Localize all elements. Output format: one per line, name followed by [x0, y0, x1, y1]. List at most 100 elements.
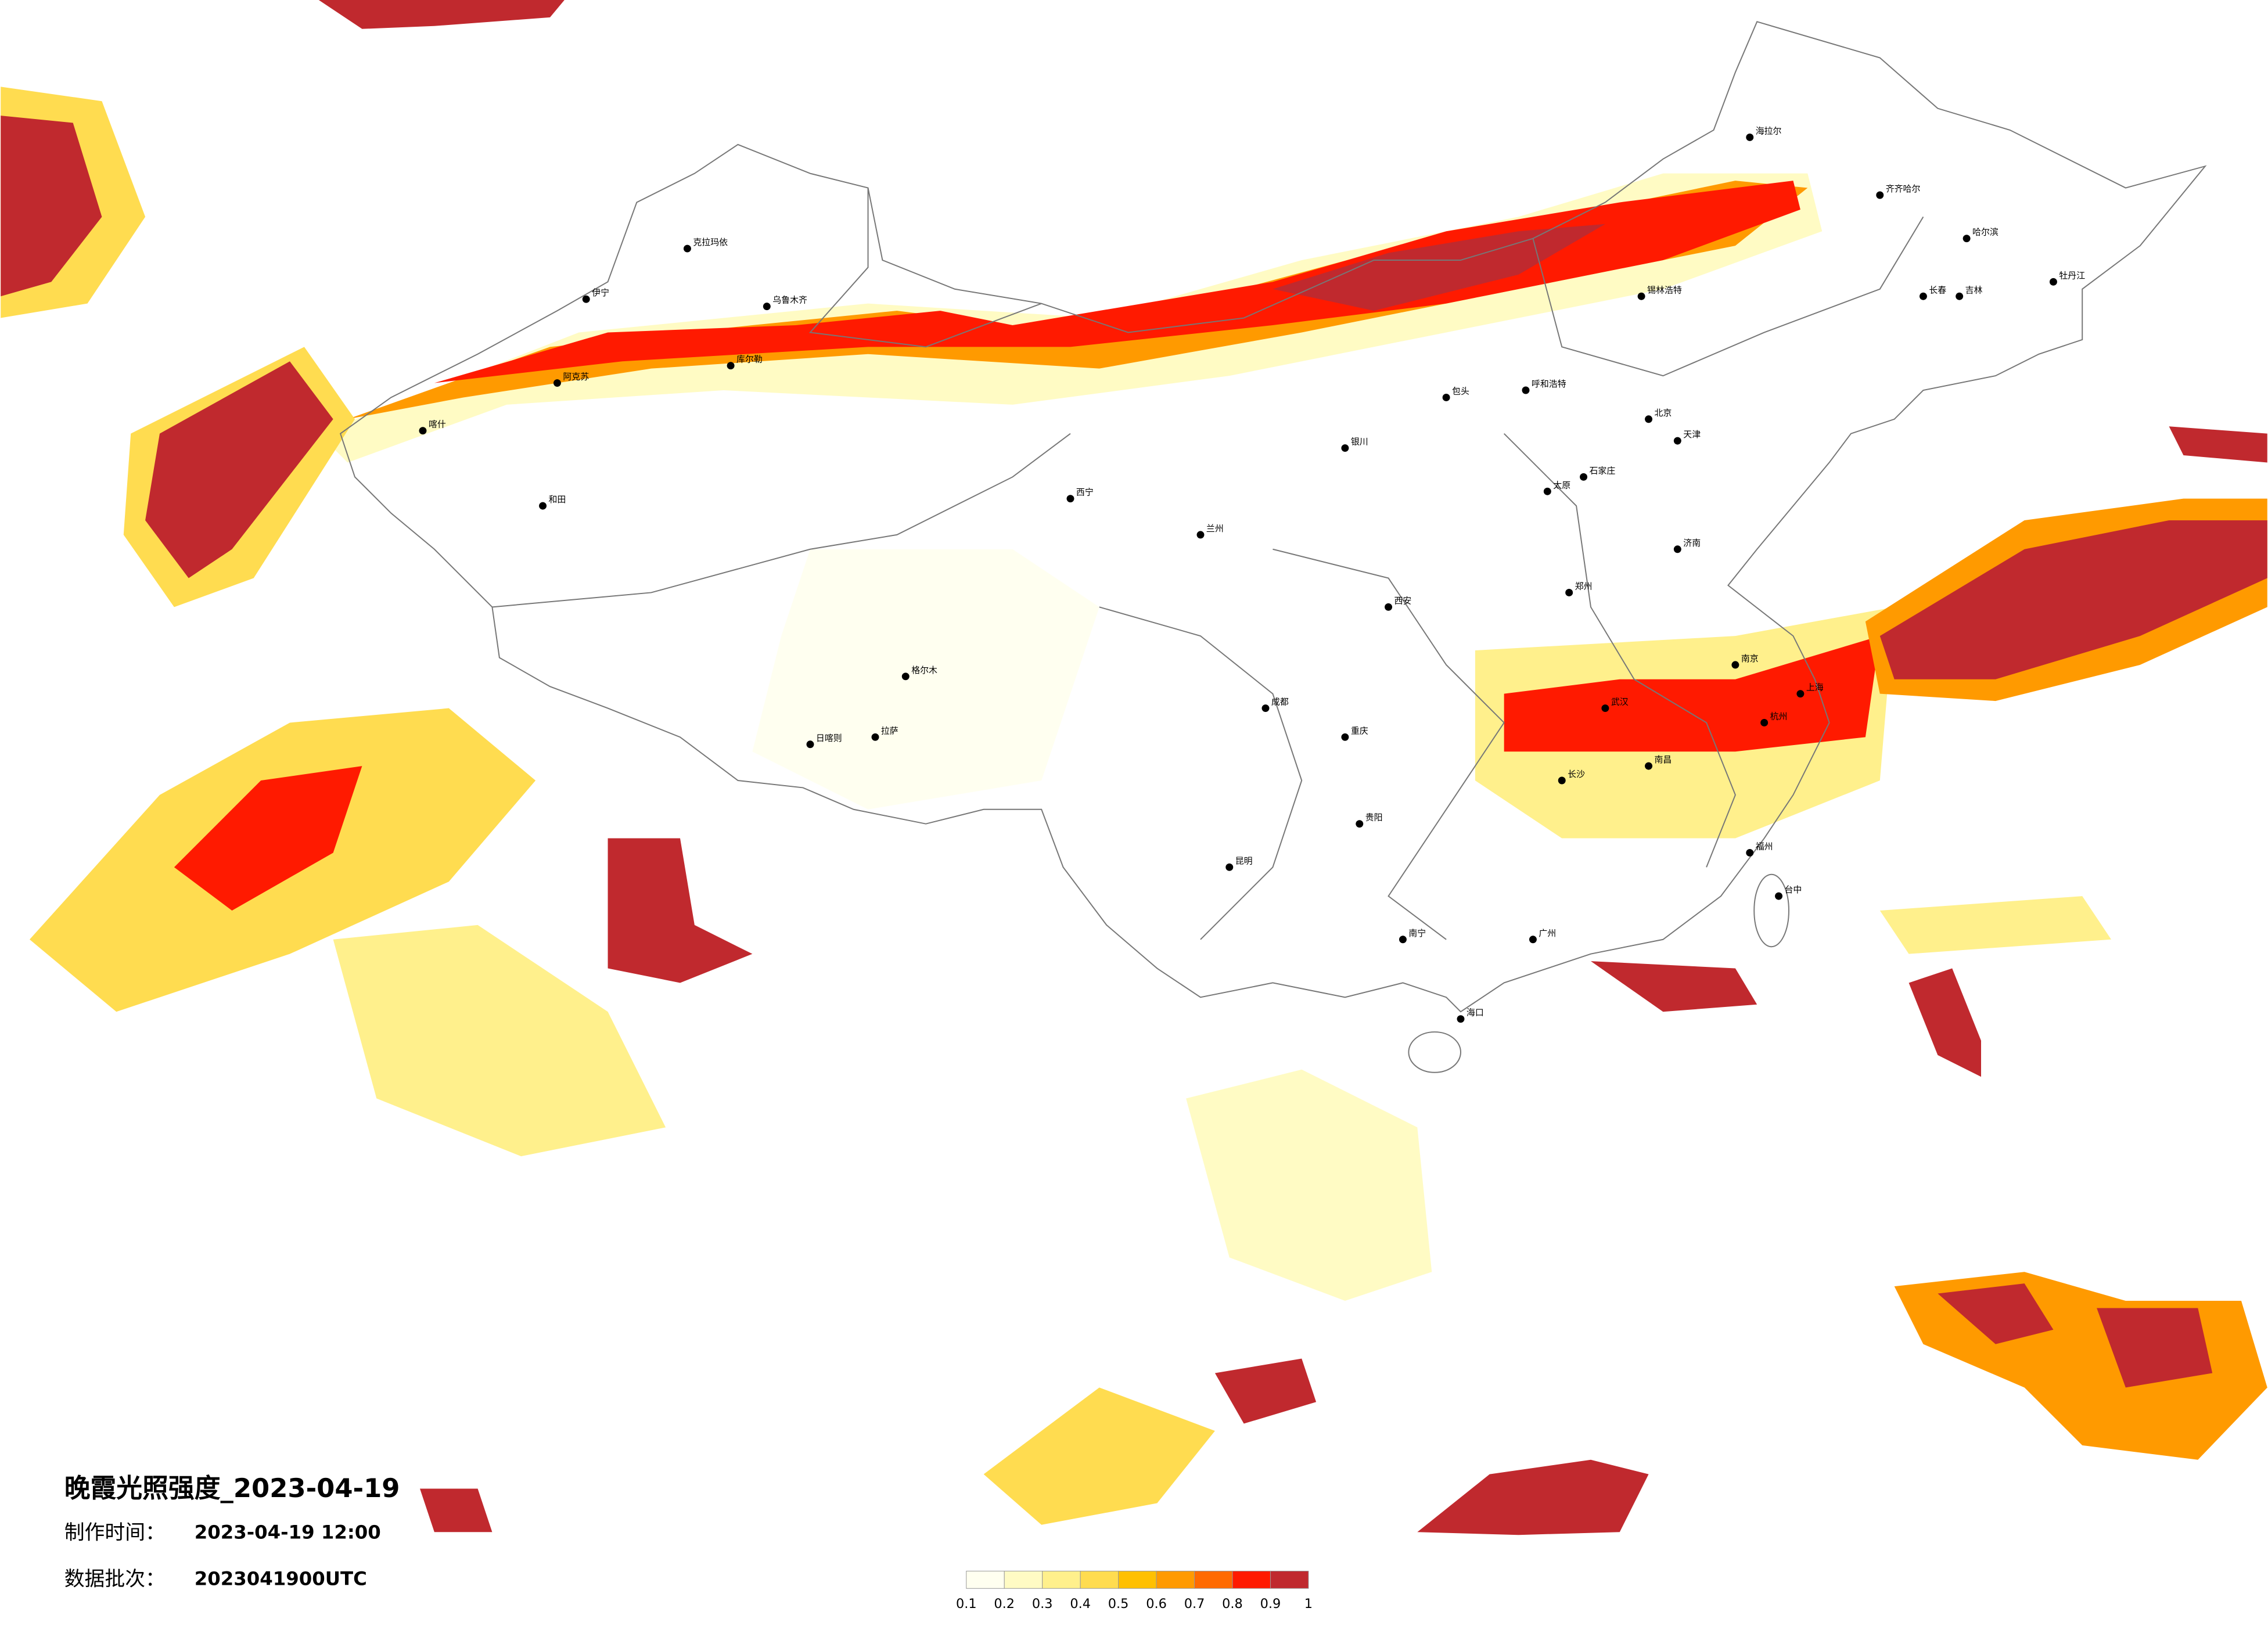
city-label: 南宁 — [1408, 928, 1426, 938]
city-label: 呼和浩特 — [1532, 379, 1566, 389]
city-dot — [1876, 191, 1884, 199]
city-dot — [1746, 133, 1754, 141]
city-dot — [1645, 762, 1653, 770]
intensity-patch — [333, 924, 666, 1157]
city-label: 乌鲁木齐 — [772, 295, 807, 305]
legend-tick-label: 0.7 — [1184, 1596, 1205, 1611]
city-dot — [1558, 776, 1566, 785]
city-dot — [1637, 292, 1645, 300]
intensity-patch — [1938, 1283, 2054, 1344]
city-dot — [901, 672, 910, 681]
city-dot — [1522, 386, 1530, 394]
province-border — [492, 188, 1924, 940]
intensity-layer — [1, 0, 2267, 1535]
city-dot — [1442, 393, 1450, 401]
city-dot — [1775, 892, 1783, 900]
city-label: 上海 — [1806, 682, 1824, 693]
city-label: 南京 — [1741, 653, 1759, 664]
legend-tick-label: 0.2 — [994, 1596, 1015, 1611]
city-dot — [1385, 603, 1393, 611]
legend-tick-label: 0.5 — [1108, 1596, 1129, 1611]
city-label: 喀什 — [429, 419, 446, 430]
city-dot — [1796, 690, 1805, 698]
city-dot — [1565, 588, 1573, 596]
city-dot — [1645, 415, 1653, 423]
intensity-patch — [1, 116, 102, 297]
taiwan — [1753, 873, 1789, 948]
legend-tick-label: 0.4 — [1070, 1596, 1091, 1611]
intensity-patch — [145, 361, 333, 578]
batch-label: 数据批次： — [64, 1567, 166, 1591]
city-dot — [1341, 733, 1349, 741]
intensity-patch — [752, 549, 1099, 810]
city-dot — [1543, 487, 1551, 495]
city-label: 齐齐哈尔 — [1886, 184, 1921, 194]
city-label: 重庆 — [1351, 725, 1368, 736]
city-label: 武汉 — [1611, 697, 1629, 707]
city-dot — [582, 295, 590, 303]
city-dot — [1457, 1015, 1465, 1023]
city-label: 石家庄 — [1590, 465, 1616, 476]
legend-swatch — [1232, 1570, 1271, 1589]
city-dot — [683, 244, 691, 253]
city-dot — [1919, 292, 1927, 300]
intensity-patch — [318, 0, 565, 29]
city-label: 哈尔滨 — [1972, 227, 1999, 238]
city-dot — [1399, 936, 1407, 944]
batch-value: 2023041900UTC — [195, 1567, 367, 1589]
legend-tick-label: 0.3 — [1032, 1596, 1053, 1611]
intensity-patch — [1879, 896, 2111, 954]
city-dot — [1601, 704, 1609, 713]
intensity-patch — [1908, 968, 1981, 1077]
intensity-patch — [608, 838, 753, 983]
city-label: 南昌 — [1655, 754, 1672, 765]
city-label: 贵阳 — [1365, 812, 1383, 823]
city-label: 日喀则 — [816, 733, 842, 743]
city-label: 阿克苏 — [563, 372, 589, 382]
city-label: 台中 — [1785, 884, 1802, 895]
city-label: 牡丹江 — [2059, 270, 2085, 280]
legend-tick-label: 0.6 — [1146, 1596, 1167, 1611]
city-dot — [727, 362, 735, 370]
city-dot — [763, 303, 771, 311]
made-time-value: 2023-04-19 12:00 — [195, 1521, 381, 1544]
city-label: 和田 — [549, 494, 566, 505]
city-label: 杭州 — [1770, 711, 1788, 721]
legend-tick-label: 0.8 — [1222, 1596, 1243, 1611]
city-label: 天津 — [1683, 429, 1701, 440]
info: 晚霞光照强度_2023-04-19 制作时间： 2023-04-19 12:00… — [64, 1473, 400, 1591]
city-dot — [419, 427, 427, 435]
legend-swatch — [1042, 1570, 1081, 1589]
city-dot — [1529, 936, 1537, 944]
city-label: 成都 — [1271, 697, 1289, 707]
legend-swatch — [1118, 1570, 1157, 1589]
city-label: 包头 — [1452, 386, 1469, 396]
city-dot — [1673, 437, 1681, 445]
city-label: 太原 — [1553, 480, 1570, 490]
legend-swatch — [1004, 1570, 1043, 1589]
city-dot — [1066, 495, 1074, 503]
intensity-patch — [1879, 520, 2267, 679]
city-dot — [1580, 473, 1588, 481]
intensity-patch — [1214, 1358, 1317, 1424]
intensity-patch — [2097, 1308, 2213, 1388]
intensity-patch — [1590, 961, 1757, 1012]
city-label: 兰州 — [1206, 523, 1224, 534]
city-dot — [1261, 704, 1270, 713]
hainan — [1408, 1031, 1461, 1073]
city-label: 银川 — [1351, 437, 1368, 447]
city-label: 长沙 — [1568, 769, 1585, 779]
city-dot — [1746, 848, 1754, 857]
city-label: 济南 — [1683, 538, 1701, 548]
borders — [339, 21, 2207, 1073]
legend-swatch — [1194, 1570, 1233, 1589]
legend-swatch — [966, 1570, 1005, 1589]
city-dot — [1731, 661, 1739, 669]
city-dot — [806, 740, 814, 749]
intensity-patch — [419, 1488, 493, 1533]
city-dot — [1760, 718, 1769, 726]
intensity-patch — [1417, 1459, 1649, 1535]
city-dot — [871, 733, 879, 741]
